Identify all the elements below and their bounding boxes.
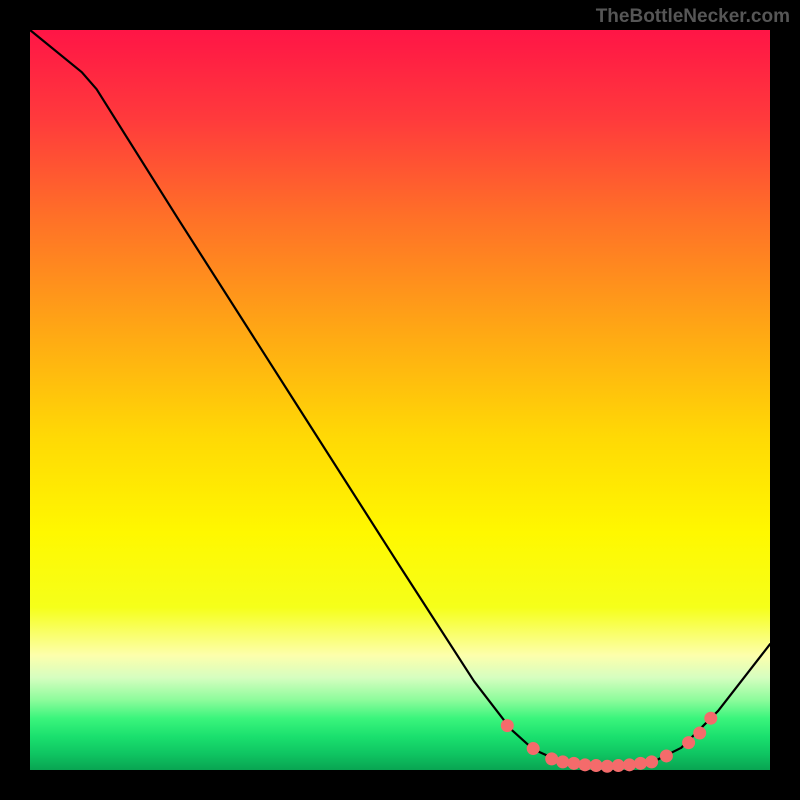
data-marker xyxy=(557,756,569,768)
data-marker xyxy=(705,712,717,724)
data-marker xyxy=(694,727,706,739)
data-marker xyxy=(546,753,558,765)
bottleneck-chart xyxy=(0,0,800,800)
plot-background xyxy=(30,30,770,770)
data-marker xyxy=(646,756,658,768)
data-marker xyxy=(612,760,624,772)
data-marker xyxy=(601,760,613,772)
data-marker xyxy=(501,720,513,732)
watermark-text: TheBottleNecker.com xyxy=(596,6,790,28)
data-marker xyxy=(660,750,672,762)
data-marker xyxy=(527,743,539,755)
chart-container: TheBottleNecker.com xyxy=(0,0,800,800)
data-marker xyxy=(590,760,602,772)
data-marker xyxy=(568,757,580,769)
data-marker xyxy=(683,737,695,749)
data-marker xyxy=(623,759,635,771)
data-marker xyxy=(635,757,647,769)
data-marker xyxy=(579,759,591,771)
